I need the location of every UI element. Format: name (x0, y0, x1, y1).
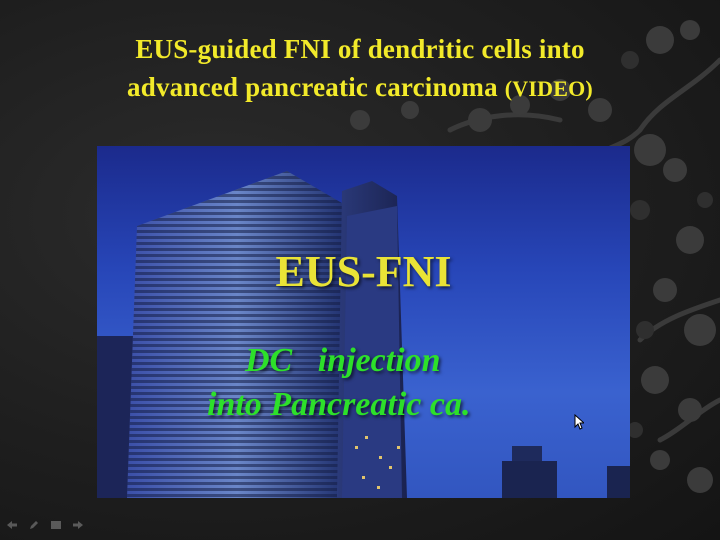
slide-title-line-1: EUS-guided FNI of dendritic cells into (135, 34, 585, 64)
slide-title-line-2: advanced pancreatic carcinoma (VIDEO) (40, 68, 680, 108)
arrow-right-icon[interactable] (70, 518, 86, 532)
mouse-pointer-icon (574, 414, 584, 430)
video-frame[interactable]: EUS-FNI DC injection into Pancreatic ca. (97, 146, 630, 498)
slide-title-tag: (VIDEO) (504, 76, 593, 101)
menu-icon[interactable] (48, 518, 64, 532)
slide-title: EUS-guided FNI of dendritic cells into a… (40, 30, 680, 108)
video-text-line-1: DC injection (245, 342, 441, 379)
video-heading: EUS-FNI (275, 247, 452, 296)
skyscraper-background-image (97, 171, 630, 498)
slide-title-line-2-text: advanced pancreatic carcinoma (127, 72, 498, 102)
video-text-line-2: into Pancreatic ca. (207, 386, 471, 423)
slide-navigation-bar (4, 518, 86, 532)
arrow-left-icon[interactable] (4, 518, 20, 532)
pen-icon[interactable] (26, 518, 42, 532)
